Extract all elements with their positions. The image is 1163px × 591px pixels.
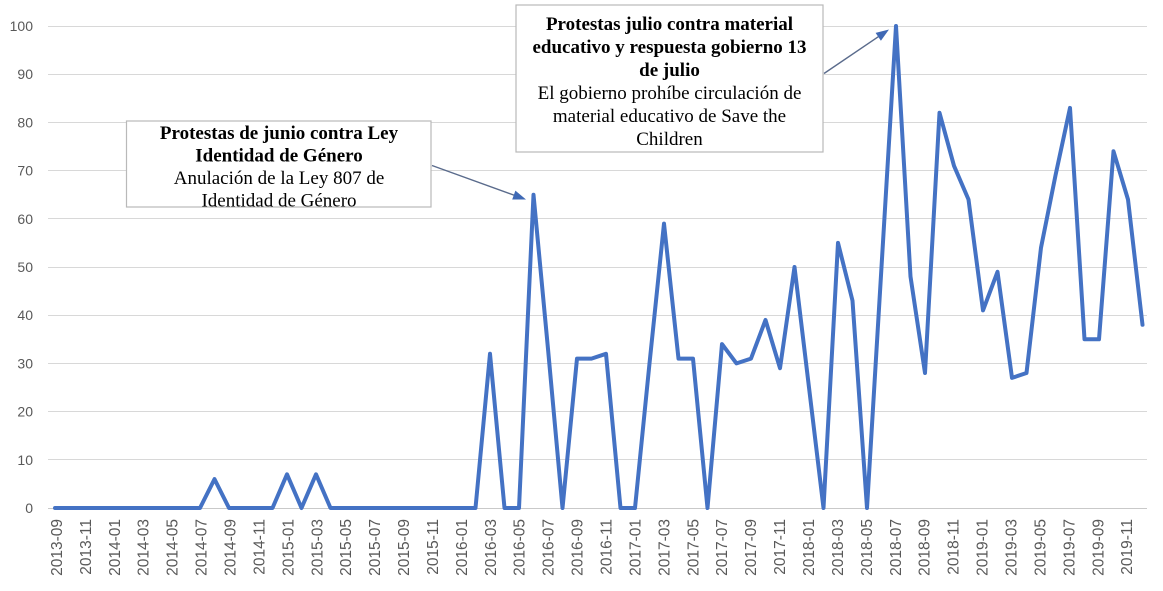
svg-text:2017-01: 2017-01: [628, 519, 645, 576]
svg-text:2014-07: 2014-07: [194, 519, 211, 576]
svg-text:2017-05: 2017-05: [685, 519, 702, 576]
svg-text:2018-05: 2018-05: [859, 519, 876, 576]
svg-text:90: 90: [17, 66, 33, 82]
svg-text:2016-09: 2016-09: [570, 519, 587, 576]
svg-text:2015-09: 2015-09: [396, 519, 413, 576]
svg-text:2019-05: 2019-05: [1033, 519, 1050, 576]
svg-text:2013-11: 2013-11: [78, 519, 95, 575]
svg-text:2018-09: 2018-09: [917, 519, 934, 576]
svg-text:70: 70: [17, 163, 33, 179]
svg-text:50: 50: [17, 259, 33, 275]
svg-text:Anulación de la Ley 807 de: Anulación de la Ley 807 de: [174, 168, 385, 189]
svg-text:2014-11: 2014-11: [251, 519, 268, 575]
svg-text:Identidad de Género: Identidad de Género: [195, 146, 363, 167]
svg-text:2018-11: 2018-11: [946, 519, 963, 575]
svg-text:2016-11: 2016-11: [599, 519, 616, 575]
svg-text:2019-09: 2019-09: [1090, 519, 1107, 576]
svg-text:2015-05: 2015-05: [338, 519, 355, 576]
svg-text:2017-11: 2017-11: [772, 519, 789, 575]
svg-text:2018-01: 2018-01: [801, 519, 818, 576]
svg-text:2014-01: 2014-01: [107, 519, 124, 576]
svg-text:2017-07: 2017-07: [714, 519, 731, 576]
svg-text:2018-03: 2018-03: [830, 519, 847, 576]
svg-text:Protestas julio contra materia: Protestas julio contra material: [546, 14, 793, 35]
svg-text:30: 30: [17, 355, 33, 371]
svg-text:2019-11: 2019-11: [1119, 519, 1136, 575]
svg-text:2016-01: 2016-01: [454, 519, 471, 576]
svg-text:20: 20: [17, 404, 33, 420]
svg-text:2015-07: 2015-07: [367, 519, 384, 576]
svg-text:2015-01: 2015-01: [280, 519, 297, 576]
svg-text:2017-09: 2017-09: [743, 519, 760, 576]
svg-text:Children: Children: [636, 129, 703, 150]
svg-text:2014-05: 2014-05: [165, 519, 182, 576]
svg-text:Identidad de Género: Identidad de Género: [201, 191, 356, 212]
svg-text:2013-09: 2013-09: [49, 519, 66, 576]
svg-text:40: 40: [17, 307, 33, 323]
svg-text:2018-07: 2018-07: [888, 519, 905, 576]
svg-text:Protestas de junio contra Ley: Protestas de junio contra Ley: [160, 123, 399, 144]
svg-text:2015-03: 2015-03: [309, 519, 326, 576]
svg-text:2016-03: 2016-03: [483, 519, 500, 576]
svg-text:2019-03: 2019-03: [1004, 519, 1021, 576]
svg-text:10: 10: [17, 452, 33, 468]
svg-text:2019-01: 2019-01: [975, 519, 992, 576]
svg-text:2017-03: 2017-03: [656, 519, 673, 576]
svg-text:2016-05: 2016-05: [512, 519, 529, 576]
svg-text:2019-07: 2019-07: [1061, 519, 1078, 576]
svg-text:2016-07: 2016-07: [541, 519, 558, 576]
svg-text:2015-11: 2015-11: [425, 519, 442, 575]
svg-text:2014-03: 2014-03: [136, 519, 153, 576]
svg-text:0: 0: [25, 500, 33, 516]
svg-text:de julio: de julio: [639, 60, 700, 81]
svg-text:material educativo de Save the: material educativo de Save the: [553, 106, 786, 127]
svg-text:80: 80: [17, 114, 33, 130]
svg-text:100: 100: [10, 18, 34, 34]
svg-text:60: 60: [17, 211, 33, 227]
svg-text:educativo y respuesta gobierno: educativo y respuesta gobierno 13: [532, 37, 806, 58]
svg-text:2014-09: 2014-09: [223, 519, 240, 576]
svg-text:El gobierno prohíbe circulació: El gobierno prohíbe circulación de: [538, 83, 802, 104]
